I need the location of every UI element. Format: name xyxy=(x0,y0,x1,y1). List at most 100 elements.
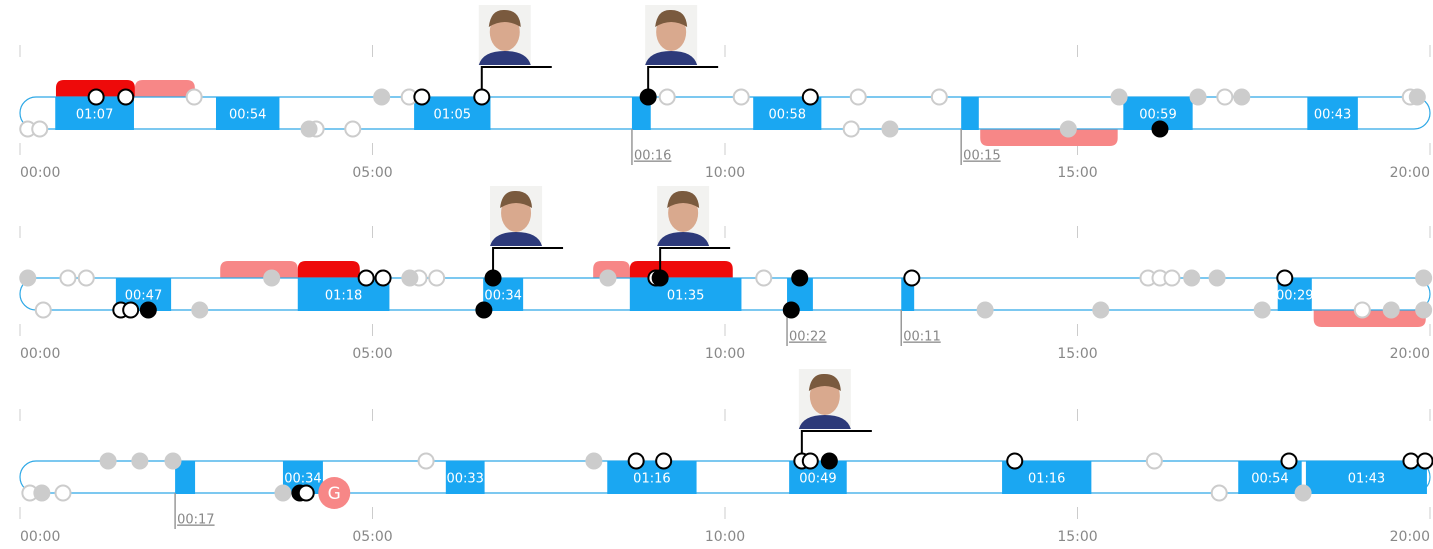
event-marker xyxy=(122,301,140,319)
event-marker xyxy=(627,452,645,470)
event-marker xyxy=(1276,269,1294,287)
shift-duration: 00:58 xyxy=(769,108,806,123)
event-marker xyxy=(1415,269,1433,287)
player-photo xyxy=(478,5,552,89)
shift-duration: 00:33 xyxy=(446,472,483,487)
event-marker xyxy=(820,452,838,470)
event-marker xyxy=(54,484,72,502)
shift-block xyxy=(607,461,697,494)
event-marker xyxy=(1402,452,1420,470)
event-marker xyxy=(1253,301,1271,319)
shift-block xyxy=(215,97,280,130)
event-marker xyxy=(1189,88,1207,106)
event-marker xyxy=(801,452,819,470)
event-marker xyxy=(1208,269,1226,287)
event-marker xyxy=(782,301,800,319)
event-marker xyxy=(1382,301,1400,319)
event-marker xyxy=(732,88,750,106)
tick-label: 20:00 xyxy=(1390,165,1430,181)
event-marker xyxy=(1059,120,1077,138)
shift-duration: 00:49 xyxy=(799,472,836,487)
tick-label: 05:00 xyxy=(352,165,392,181)
player-photo xyxy=(645,5,719,89)
event-marker xyxy=(1294,484,1312,502)
penalty-bar xyxy=(629,261,733,278)
shift-duration: 01:05 xyxy=(434,108,471,123)
photo-body xyxy=(490,232,543,246)
goal-label: G xyxy=(328,484,341,504)
penalty-bar xyxy=(297,261,360,278)
event-marker xyxy=(33,484,51,502)
event-marker xyxy=(1415,301,1433,319)
event-marker xyxy=(1280,452,1298,470)
tick-label: 15:00 xyxy=(1057,165,1097,181)
penalty-bar xyxy=(220,261,298,278)
event-marker xyxy=(1416,452,1433,470)
event-marker xyxy=(881,120,899,138)
event-marker xyxy=(99,452,117,470)
event-marker xyxy=(1353,301,1371,319)
shift-block xyxy=(445,461,485,494)
tick-label: 20:00 xyxy=(1390,346,1430,362)
photo-body xyxy=(478,51,531,65)
event-marker xyxy=(473,88,491,106)
shift-duration: 01:18 xyxy=(325,289,362,304)
event-marker xyxy=(428,269,446,287)
event-marker xyxy=(77,269,95,287)
goal-marker xyxy=(318,477,351,509)
event-marker xyxy=(297,484,315,502)
event-marker xyxy=(1408,88,1426,106)
event-marker xyxy=(1216,88,1234,106)
tick-label: 00:00 xyxy=(20,346,60,362)
shift-duration: 00:54 xyxy=(1251,472,1288,487)
shift-block xyxy=(297,278,390,311)
event-marker xyxy=(475,301,493,319)
event-marker xyxy=(484,269,502,287)
shift-duration: 00:11 xyxy=(903,330,940,345)
event-marker xyxy=(651,269,669,287)
event-marker xyxy=(164,452,182,470)
event-marker xyxy=(1233,88,1251,106)
event-marker xyxy=(344,120,362,138)
event-marker xyxy=(417,452,435,470)
event-marker xyxy=(374,269,392,287)
event-marker xyxy=(274,484,292,502)
event-marker xyxy=(1163,269,1181,287)
event-marker xyxy=(658,88,676,106)
shift-duration: 00:16 xyxy=(634,149,671,164)
shift-duration: 00:34 xyxy=(484,289,521,304)
shift-duration: 00:34 xyxy=(284,472,321,487)
event-marker xyxy=(1183,269,1201,287)
photo-body xyxy=(798,415,851,429)
event-marker xyxy=(903,269,921,287)
event-marker xyxy=(373,88,391,106)
event-marker xyxy=(87,88,105,106)
event-marker xyxy=(801,88,819,106)
event-marker xyxy=(300,120,318,138)
tick-label: 20:00 xyxy=(1390,529,1430,545)
player-photo xyxy=(798,369,872,453)
shift-duration: 01:16 xyxy=(1028,472,1065,487)
photo-hair xyxy=(500,190,533,208)
event-marker xyxy=(1145,452,1163,470)
event-marker xyxy=(639,88,657,106)
tick-label: 10:00 xyxy=(705,529,745,545)
shift-block xyxy=(629,278,742,311)
event-marker xyxy=(585,452,603,470)
event-marker xyxy=(19,269,37,287)
tick-label: 00:00 xyxy=(20,165,60,181)
event-marker xyxy=(117,88,135,106)
tick-label: 15:00 xyxy=(1057,529,1097,545)
event-marker xyxy=(976,301,994,319)
tick-label: 05:00 xyxy=(352,529,392,545)
event-marker xyxy=(185,88,203,106)
event-marker xyxy=(1006,452,1024,470)
shift-block xyxy=(1307,97,1358,130)
shift-duration: 01:07 xyxy=(76,108,113,123)
event-marker xyxy=(131,452,149,470)
shift-duration: 01:43 xyxy=(1348,472,1385,487)
shift-duration: 00:17 xyxy=(177,513,214,528)
event-marker xyxy=(401,269,419,287)
